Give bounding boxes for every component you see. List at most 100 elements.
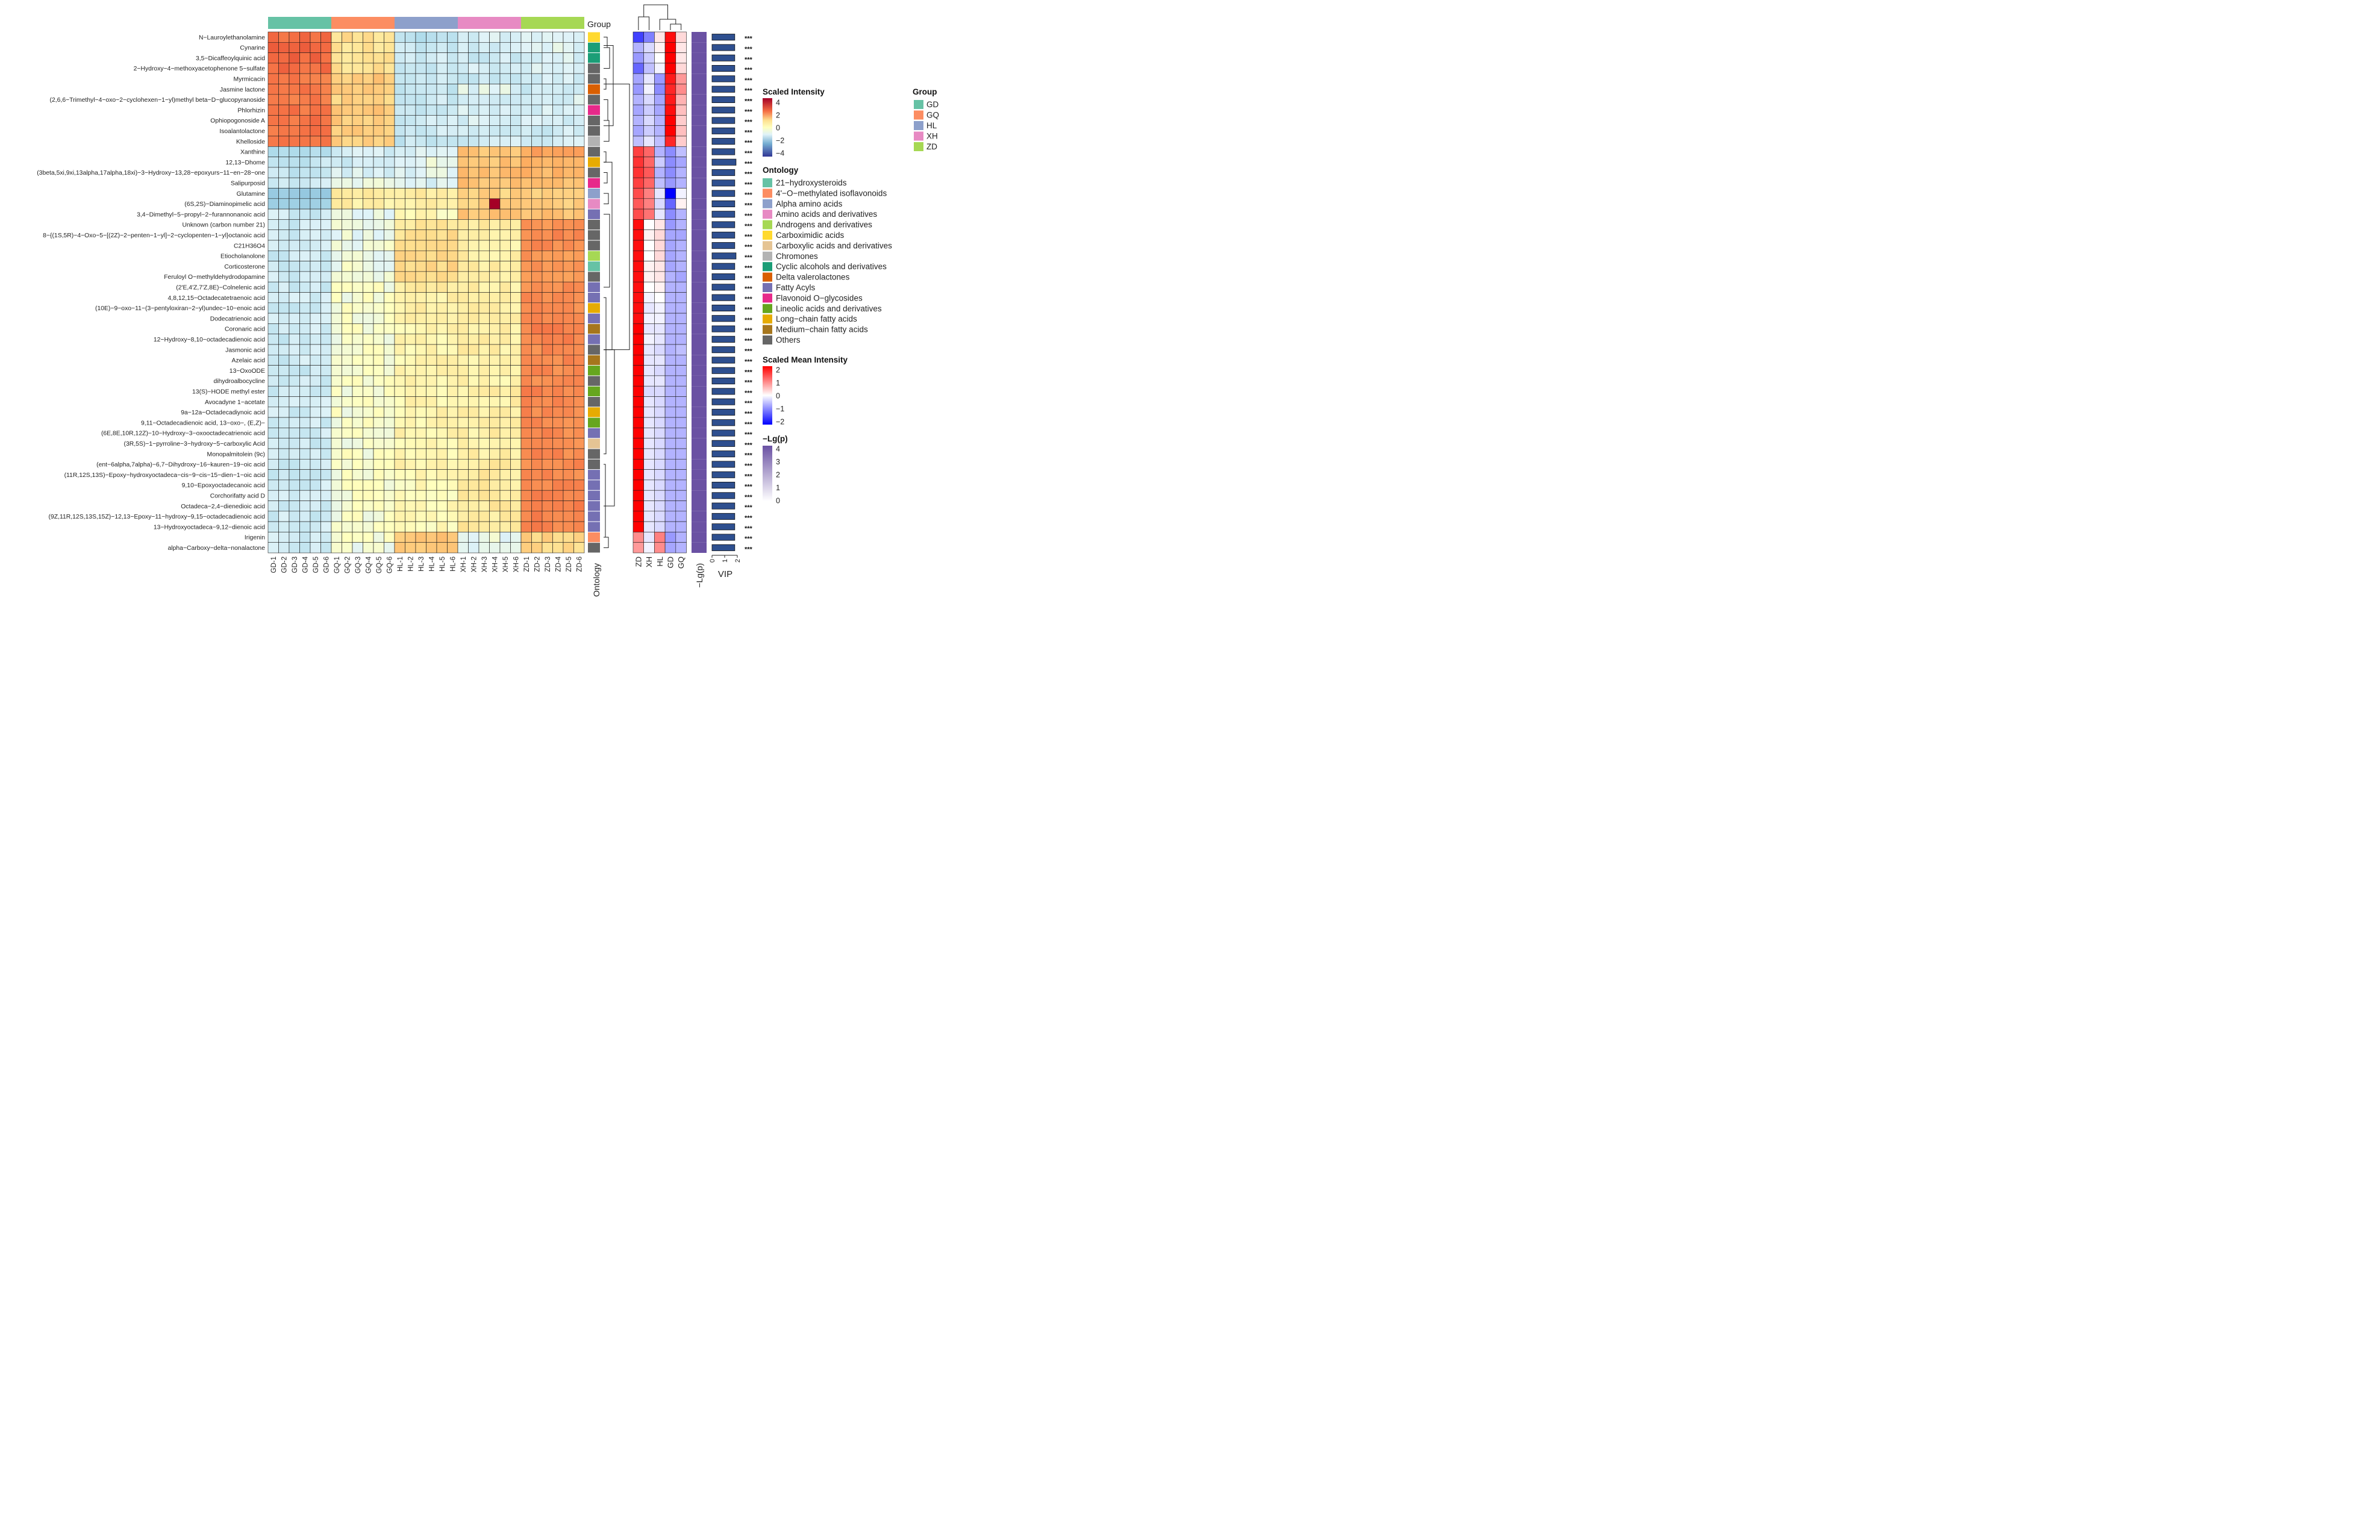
heatmap-cell	[510, 479, 522, 491]
ontology-cell	[588, 480, 600, 490]
heatmap-cell	[331, 219, 342, 230]
heatmap-cell	[573, 354, 585, 366]
column-label: GD-3	[292, 556, 299, 573]
legend-group-swatch	[914, 131, 923, 141]
heatmap-cell	[342, 73, 353, 84]
heatmap-cell	[331, 146, 342, 157]
heatmap-cell	[299, 334, 311, 345]
heatmap-cell	[278, 292, 290, 304]
mean-heatmap-cell	[632, 94, 645, 105]
heatmap-cell	[499, 438, 511, 449]
heatmap-cell	[310, 365, 321, 376]
heatmap-cell	[531, 490, 543, 501]
heatmap-cell	[552, 469, 564, 481]
mean-heatmap-cell	[654, 63, 666, 74]
heatmap-cell	[405, 292, 416, 304]
heatmap-cell	[289, 250, 300, 261]
heatmap-cell	[331, 417, 342, 428]
heatmap-cell	[531, 219, 543, 230]
heatmap-cell	[531, 63, 543, 74]
heatmap-cell	[457, 177, 469, 189]
heatmap-cell	[552, 42, 564, 53]
mean-heatmap-cell	[675, 84, 687, 95]
heatmap-cell	[405, 521, 416, 532]
significance-marker: ***	[745, 421, 753, 428]
heatmap-cell	[331, 354, 342, 366]
heatmap-cell	[520, 292, 532, 304]
mean-heatmap-cell	[643, 94, 655, 105]
column-label: GD-4	[302, 556, 309, 573]
heatmap-cell	[352, 521, 363, 532]
ontology-cell	[588, 167, 600, 178]
heatmap-cell	[447, 396, 458, 408]
heatmap-cell	[426, 136, 437, 147]
heatmap-cell	[405, 532, 416, 543]
heatmap-cell	[457, 208, 469, 220]
heatmap-cell	[563, 490, 574, 501]
vip-bar	[711, 138, 736, 145]
heatmap-cell	[267, 177, 279, 189]
legend-ontology-label: Carboxylic acids and derivatives	[776, 241, 892, 250]
mean-heatmap-cell	[632, 198, 645, 210]
mean-heatmap-cell	[643, 219, 655, 230]
heatmap-cell	[310, 479, 321, 491]
legend-scaled-mean-title: Scaled Mean Intensity	[763, 355, 848, 364]
heatmap-cell	[310, 146, 321, 157]
row-label: Avocadyne 1−acetate	[205, 399, 265, 406]
heatmap-cell	[363, 157, 374, 168]
neglogp-cell	[692, 157, 707, 167]
heatmap-cell	[384, 229, 395, 241]
heatmap-cell	[457, 448, 469, 460]
heatmap-cell	[542, 354, 553, 366]
heatmap-cell	[552, 73, 564, 84]
vip-bar	[711, 117, 736, 124]
row-label: Azelaic acid	[232, 358, 266, 364]
mean-column-label: XH	[645, 556, 654, 567]
heatmap-cell	[320, 334, 332, 345]
heatmap-cell	[457, 469, 469, 481]
heatmap-cell	[299, 323, 311, 335]
heatmap-cell	[384, 208, 395, 220]
heatmap-cell	[373, 94, 384, 105]
legend-ontology-swatch	[763, 199, 772, 208]
heatmap-cell	[510, 240, 522, 251]
heatmap-cell	[468, 521, 479, 532]
mean-heatmap-cell	[643, 354, 655, 366]
heatmap-cell	[489, 73, 501, 84]
heatmap-cell	[320, 240, 332, 251]
legend-ontology-swatch	[763, 283, 772, 292]
heatmap-cell	[531, 271, 543, 282]
heatmap-cell	[573, 125, 585, 137]
heatmap-cell	[363, 188, 374, 199]
vip-bar	[711, 388, 736, 395]
heatmap-cell	[384, 271, 395, 282]
ontology-cell	[588, 293, 600, 303]
heatmap-cell	[384, 542, 395, 553]
mean-heatmap-cell	[632, 240, 645, 251]
heatmap-cell	[415, 271, 426, 282]
mean-heatmap-cell	[643, 198, 655, 210]
heatmap-cell	[520, 271, 532, 282]
mean-heatmap-cell	[675, 240, 687, 251]
heatmap-cell	[352, 448, 363, 460]
heatmap-cell	[289, 302, 300, 314]
heatmap-cell	[310, 490, 321, 501]
heatmap-cell	[531, 157, 543, 168]
vip-bar	[711, 534, 736, 541]
heatmap-cell	[542, 292, 553, 304]
heatmap-cell	[573, 73, 585, 84]
heatmap-cell	[373, 396, 384, 408]
mean-heatmap-cell	[643, 438, 655, 449]
heatmap-cell	[531, 229, 543, 241]
heatmap-cell	[310, 73, 321, 84]
heatmap-cell	[342, 365, 353, 376]
row-dendrogram	[604, 37, 630, 548]
column-label: HL-5	[439, 556, 446, 572]
mean-heatmap-cell	[664, 479, 676, 491]
heatmap-cell	[510, 94, 522, 105]
legend-ontology-swatch	[763, 251, 772, 261]
heatmap-cell	[289, 344, 300, 355]
row-label: Dodecatrienoic acid	[210, 316, 265, 322]
heatmap-cell	[447, 31, 458, 43]
heatmap-cell	[394, 479, 405, 491]
